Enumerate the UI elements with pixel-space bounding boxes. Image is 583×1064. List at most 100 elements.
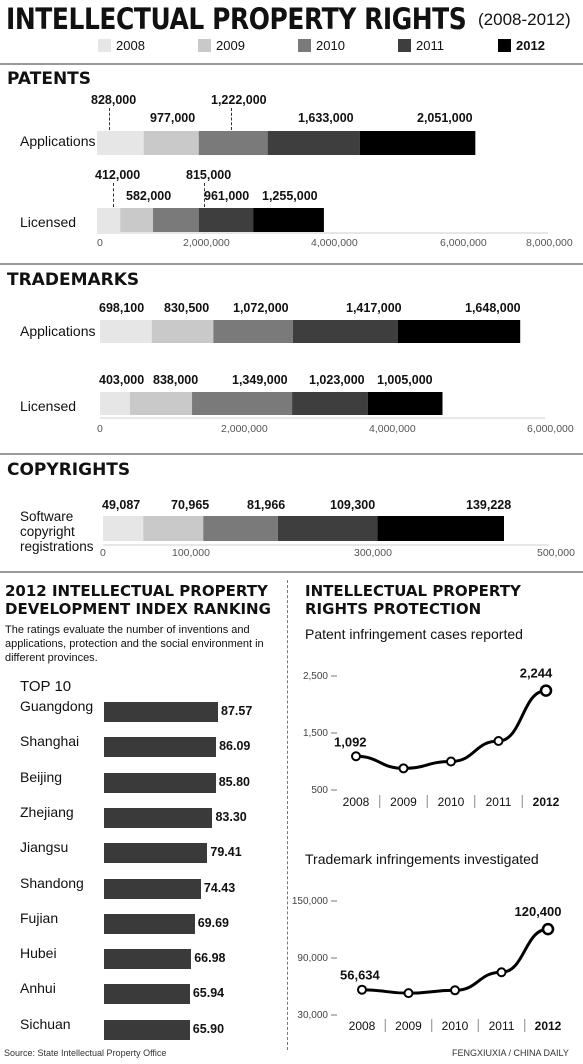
stacked-bar-segment	[359, 131, 476, 155]
copyrights-heading: COPYRIGHTS	[7, 460, 131, 480]
tick-label: 0	[97, 423, 103, 435]
tick-label: 2,000,000	[221, 423, 268, 435]
legend-swatch-2011	[398, 39, 411, 52]
data-label: 109,300	[330, 498, 376, 512]
category-label: Applications	[20, 323, 96, 339]
data-point	[541, 922, 555, 936]
category-label: Licensed	[20, 214, 77, 230]
rank-category-label: Beijing	[20, 768, 63, 785]
data-label: 815,000	[186, 168, 232, 182]
data-point	[446, 756, 456, 767]
category-label-line: registrations	[20, 539, 94, 554]
title-years: (2008-2012)	[478, 10, 571, 29]
data-label: 49,087	[102, 498, 141, 512]
rank-bar	[104, 878, 201, 899]
rank-bar	[104, 807, 213, 828]
x-tick-label: 2011	[489, 1019, 515, 1033]
data-label: 1,349,000	[232, 373, 288, 387]
y-tick-label: 150,000	[292, 896, 329, 907]
leader-line	[109, 108, 110, 130]
y-tick-label: 1,500	[303, 728, 328, 739]
y-tick-label: 2,500	[303, 671, 328, 682]
rank-bar	[104, 949, 192, 970]
stacked-bar-segment	[192, 392, 293, 415]
leader-line	[204, 183, 205, 207]
stacked-bar-segment	[198, 208, 254, 232]
legend-label-2008: 2008	[116, 38, 145, 53]
rank-category-label: Fujian	[20, 909, 59, 926]
stacked-bar-segment	[151, 320, 214, 343]
ranking-description: The ratings evaluate the number of inven…	[5, 624, 264, 664]
data-label: 1,255,000	[262, 189, 318, 203]
leader-line	[231, 108, 232, 130]
stacked-bar-segment	[143, 516, 204, 541]
rank-value-label: 85.80	[218, 774, 250, 789]
tick-label: 6,000,000	[527, 423, 574, 435]
x-tick-label: 2008	[349, 1019, 376, 1033]
ranking-title-line: DEVELOPMENT INDEX RANKING	[5, 600, 271, 618]
tick-label: 100,000	[172, 547, 210, 559]
stacked-bar-segment	[143, 131, 199, 155]
point-label: 1,092	[334, 734, 367, 749]
tick-label: 4,000,000	[311, 237, 358, 249]
data-label: 961,000	[204, 189, 250, 203]
data-label: 698,100	[99, 301, 145, 315]
divider-copyrights	[0, 571, 583, 573]
category-label: Software copyright registrations	[20, 509, 94, 554]
tick-label: 0	[97, 237, 103, 249]
legend-swatch-2008	[98, 39, 111, 52]
category-label-line: copyright	[20, 524, 75, 539]
data-label: 828,000	[91, 93, 137, 107]
tick-label: 4,000,000	[369, 423, 416, 435]
stacked-bar-segment	[397, 320, 521, 343]
patents-heading: PATENTS	[7, 69, 92, 89]
data-label: 1,633,000	[298, 111, 354, 125]
data-label: 1,417,000	[346, 301, 402, 315]
leader-line	[113, 183, 114, 207]
divider-top	[0, 63, 583, 65]
tick-label: 8,000,000	[526, 237, 573, 249]
category-label: Applications	[20, 133, 96, 149]
rank-value-label: 69.69	[197, 915, 229, 930]
data-label: 830,500	[164, 301, 210, 315]
category-label: Licensed	[20, 398, 77, 414]
data-point	[493, 735, 504, 746]
x-tick-label: 2012	[533, 795, 560, 809]
trademarks-heading: TRADEMARKS	[7, 270, 140, 290]
legend-swatch-2012	[498, 39, 511, 52]
data-label: 403,000	[99, 373, 145, 387]
stacked-bar-segment	[267, 131, 360, 155]
legend-item-2011: 2011	[398, 38, 444, 53]
legend-item-2008: 2008	[98, 38, 145, 53]
stacked-bar-segment	[100, 320, 152, 343]
tick-label: 500,000	[537, 547, 575, 559]
protection-title-line: RIGHTS PROTECTION	[305, 600, 482, 618]
rank-category-label: Guangdong	[20, 698, 94, 714]
y-tick-label: 90,000	[297, 953, 328, 964]
data-label: 838,000	[153, 373, 199, 387]
series-line	[361, 927, 549, 995]
stacked-bar-segment	[292, 320, 398, 343]
rank-bar	[104, 1019, 190, 1040]
rank-bar	[104, 737, 217, 758]
rank-value-label: 87.57	[221, 704, 253, 718]
stacked-bar-segment	[153, 208, 199, 232]
rank-bar	[104, 843, 208, 864]
top10-label: TOP 10	[20, 678, 72, 695]
data-label: 1,023,000	[309, 373, 365, 387]
rank-value-label: 79.41	[210, 845, 242, 860]
data-label: 70,965	[171, 498, 210, 512]
legend-item-2009: 2009	[198, 38, 245, 53]
stacked-bar-segment	[277, 516, 378, 541]
x-tick-label: 2010	[438, 795, 465, 809]
stacked-bar-segment	[97, 208, 121, 232]
rank-bar	[104, 702, 218, 722]
stacked-bar-segment	[203, 516, 278, 541]
rank-value-label: 65.90	[192, 1021, 225, 1036]
data-point	[539, 684, 553, 697]
data-label: 2,051,000	[417, 111, 473, 125]
data-label: 977,000	[150, 111, 196, 125]
legend-swatch-2010	[298, 39, 311, 52]
legend-label-2012: 2012	[516, 38, 545, 53]
